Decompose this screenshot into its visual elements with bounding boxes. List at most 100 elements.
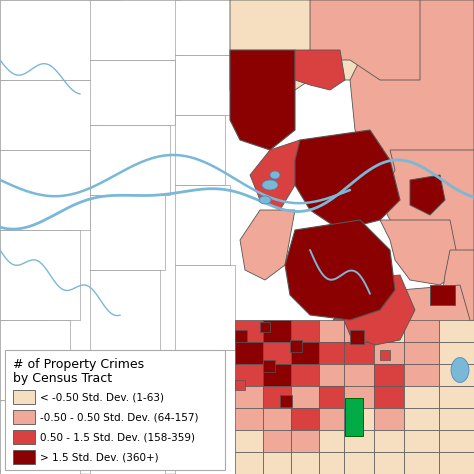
Bar	[235, 380, 245, 390]
Bar	[344, 320, 374, 342]
Bar	[175, 115, 225, 185]
Bar	[0, 230, 80, 320]
Bar	[90, 195, 165, 270]
Bar	[374, 430, 404, 452]
Polygon shape	[440, 250, 474, 330]
Bar	[404, 430, 439, 452]
Bar	[380, 350, 390, 360]
Bar	[291, 386, 319, 408]
Bar	[260, 322, 270, 332]
Bar	[263, 342, 291, 364]
Bar	[90, 270, 160, 350]
Bar	[290, 340, 302, 352]
Bar	[319, 430, 344, 452]
Polygon shape	[230, 0, 474, 110]
Bar	[344, 408, 374, 430]
Bar	[90, 0, 180, 60]
Bar	[0, 80, 100, 150]
Bar	[280, 395, 292, 407]
Polygon shape	[295, 50, 345, 90]
Bar	[235, 330, 247, 342]
Polygon shape	[410, 175, 445, 215]
Bar	[235, 430, 263, 452]
Bar	[291, 430, 319, 452]
Bar	[263, 320, 291, 342]
Bar	[263, 408, 291, 430]
Bar	[345, 398, 363, 436]
Bar	[291, 364, 319, 386]
Text: < -0.50 Std. Dev. (1-63): < -0.50 Std. Dev. (1-63)	[40, 392, 164, 402]
Bar	[344, 364, 374, 386]
Bar	[439, 342, 474, 364]
Bar	[13, 430, 35, 444]
Bar	[374, 408, 404, 430]
Bar	[439, 452, 474, 474]
Bar	[439, 386, 474, 408]
Polygon shape	[310, 0, 420, 80]
Bar	[374, 452, 404, 474]
Bar	[319, 320, 344, 342]
Bar	[344, 430, 374, 452]
Bar	[175, 0, 235, 55]
Bar	[430, 285, 455, 305]
Polygon shape	[350, 0, 474, 200]
Bar	[235, 452, 263, 474]
Bar	[5, 350, 225, 470]
Bar	[319, 386, 344, 408]
Bar	[235, 386, 263, 408]
Polygon shape	[285, 220, 395, 320]
Bar	[90, 350, 165, 474]
Polygon shape	[340, 275, 415, 345]
Bar	[374, 364, 404, 386]
Bar	[374, 342, 404, 364]
Bar	[350, 330, 364, 344]
Bar	[263, 452, 291, 474]
Bar	[90, 125, 170, 195]
Ellipse shape	[270, 171, 280, 179]
Bar	[404, 386, 439, 408]
Bar	[263, 386, 291, 408]
Polygon shape	[435, 355, 474, 425]
Bar	[291, 342, 319, 364]
Bar	[319, 342, 344, 364]
Bar	[235, 364, 263, 386]
Polygon shape	[400, 285, 470, 345]
Text: > 1.5 Std. Dev. (360+): > 1.5 Std. Dev. (360+)	[40, 452, 159, 462]
Bar	[263, 364, 291, 386]
Text: 0.50 - 1.5 Std. Dev. (158-359): 0.50 - 1.5 Std. Dev. (158-359)	[40, 432, 195, 442]
Ellipse shape	[262, 180, 278, 190]
Ellipse shape	[451, 357, 469, 383]
Bar	[439, 408, 474, 430]
Bar	[235, 408, 263, 430]
Polygon shape	[295, 130, 400, 230]
Bar	[0, 0, 120, 80]
Polygon shape	[230, 50, 295, 150]
Polygon shape	[250, 140, 300, 210]
Bar	[404, 342, 439, 364]
Bar	[404, 408, 439, 430]
Bar	[13, 450, 35, 464]
Bar	[344, 342, 374, 364]
Bar	[175, 350, 240, 474]
Bar	[0, 150, 90, 230]
Text: by Census Tract: by Census Tract	[13, 372, 112, 385]
Bar	[13, 390, 35, 404]
Bar	[175, 55, 230, 115]
Bar	[319, 408, 344, 430]
Bar	[0, 400, 80, 474]
Bar	[374, 386, 404, 408]
Bar	[439, 320, 474, 342]
Bar	[439, 430, 474, 452]
Polygon shape	[330, 310, 390, 355]
Text: # of Property Crimes: # of Property Crimes	[13, 358, 144, 371]
Bar	[439, 364, 474, 386]
Bar	[175, 265, 235, 350]
Bar	[263, 360, 275, 372]
Bar	[404, 452, 439, 474]
Bar	[263, 430, 291, 452]
Bar	[404, 320, 439, 342]
Bar	[344, 386, 374, 408]
Bar	[404, 364, 439, 386]
Bar	[90, 60, 175, 125]
Bar	[344, 452, 374, 474]
